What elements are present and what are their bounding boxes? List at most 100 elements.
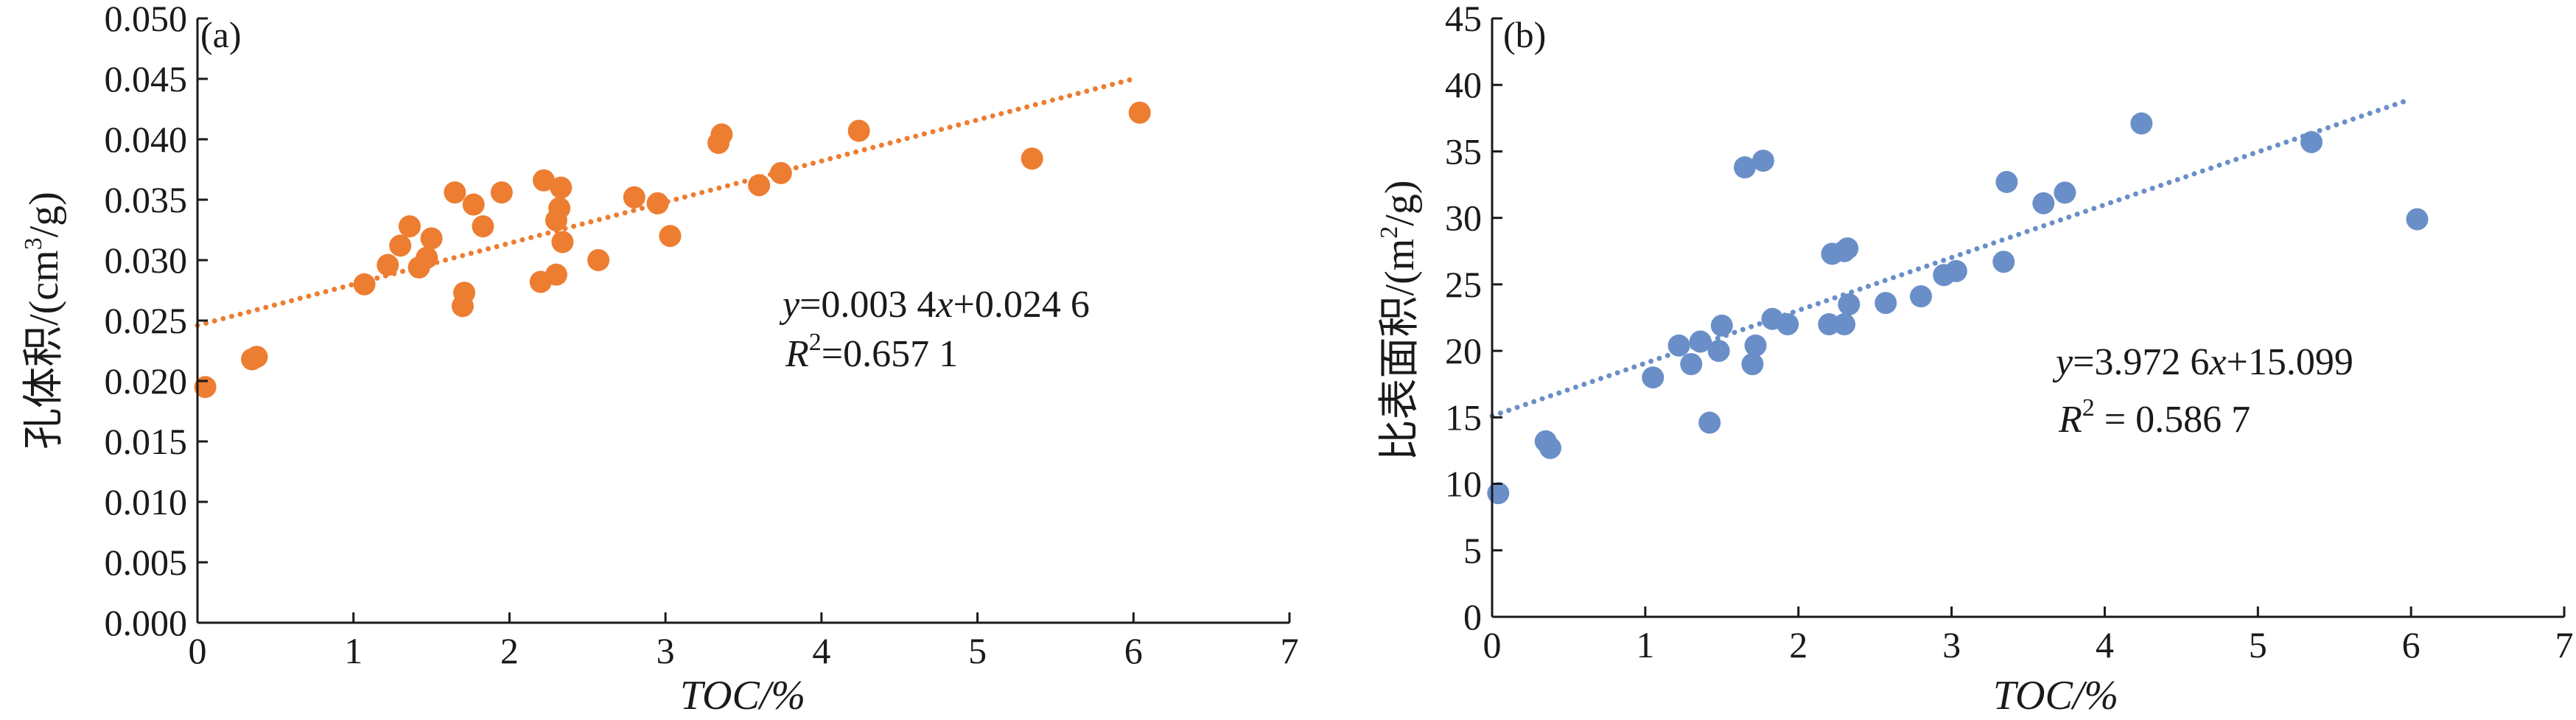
panel-b-r2-value: = 0.586 7 <box>2095 399 2250 441</box>
panel-b-y-tick-label: 25 <box>1445 264 1482 305</box>
panel-a-x-tick-label: 0 <box>189 630 207 671</box>
panel-a-ylabel-tail: /g) <box>21 192 67 237</box>
panel-a-data-point <box>550 176 573 199</box>
panel-b-data-point <box>1777 313 1799 336</box>
panel-b-data-point <box>1642 366 1665 389</box>
panel-a-data-point <box>444 181 466 204</box>
panel-a-data-point <box>587 249 610 271</box>
panel-b-data-point <box>1836 237 1859 260</box>
panel-a-data-point <box>490 181 513 204</box>
panel-a-r2-value: =0.657 1 <box>822 333 958 375</box>
panel-a-ylabel: 孔体积/(cm3/g) <box>20 192 67 450</box>
panel-a-y-tick-label: 0.000 <box>105 602 188 643</box>
panel-b-data-point <box>1744 334 1767 357</box>
panel-a-data-point <box>398 215 421 238</box>
panel-b-y-tick-label: 45 <box>1445 0 1482 39</box>
panel-b-y-tick-label: 10 <box>1445 464 1482 505</box>
panel-b-label: (b) <box>1503 14 1546 55</box>
panel-b-eq-xvar: x <box>2208 341 2226 383</box>
panel-b-y-tick-label: 15 <box>1445 396 1482 438</box>
panel-b-data-point <box>1733 156 1756 179</box>
panel-b-xlabel: TOC/% <box>1993 673 2118 719</box>
panel-b-y-tick-label: 40 <box>1445 64 1482 105</box>
panel-b-fit-equation: y=3.972 6x+15.099 <box>2052 341 2353 383</box>
panel-b-y-tick-label: 35 <box>1445 130 1482 172</box>
panel-a-trendline <box>195 76 1136 329</box>
panel-b-ylabel-sup: 2 <box>1376 226 1403 239</box>
panel-b-data-point <box>1707 340 1730 363</box>
panel-b-r2-var: R <box>2058 399 2082 441</box>
panel-a-points <box>194 101 1151 399</box>
panel-a-xlabel: TOC/% <box>680 673 805 719</box>
panel-a-x-tick-label: 5 <box>968 630 987 671</box>
panel-b-y-tick-label: 30 <box>1445 198 1482 239</box>
panel-a-x-tick-label: 4 <box>812 630 830 671</box>
panel-b-data-point <box>1680 353 1703 376</box>
panel-a-data-point <box>659 225 682 248</box>
panel-b-data-point <box>1875 292 1897 315</box>
panel-a-data-point <box>245 346 268 368</box>
panel-b-data-point <box>1945 259 1967 282</box>
panel-a-eq-coef: =0.003 4 <box>799 284 936 326</box>
panel-a-data-point <box>453 282 476 304</box>
panel-a-data-point <box>353 273 376 296</box>
panel-a-data-point <box>1021 147 1043 170</box>
panel-b-data-point <box>2130 112 2153 135</box>
panel-a-data-point <box>533 169 556 192</box>
panel-b-data-point <box>1833 313 1856 336</box>
panel-a-data-point <box>847 119 870 142</box>
panel-a-x-tick-label: 2 <box>500 630 519 671</box>
panel-a-data-point <box>548 197 571 220</box>
panel-a-fit-r2: R2=0.657 1 <box>785 329 958 375</box>
panel-a-data-point <box>1128 101 1151 124</box>
panel-a-y-tick-label: 0.045 <box>105 58 188 99</box>
panel-a-axes: 0 1 2 3 4 5 6 7 0.000 0.005 0.010 0.015 0.020 0.025 0.… <box>105 0 1299 671</box>
panel-b-data-point <box>1710 314 1733 337</box>
panel-a-y-tick-label: 0.050 <box>105 0 188 39</box>
panel-b-data-point <box>2406 208 2429 231</box>
panel-a-data-point <box>389 234 412 257</box>
panel-a-y-tick-label: 0.010 <box>105 481 188 522</box>
panel-a-eq-xvar: x <box>935 284 953 326</box>
panel-b-data-point <box>1992 251 2015 273</box>
panel-b-x-tick-label: 5 <box>2249 624 2267 665</box>
panel-b-data-point <box>1539 436 1561 459</box>
panel-b-data-point <box>1818 313 1841 336</box>
panel-b-data-point <box>1751 150 1774 172</box>
panel-a-ylabel-main: 孔体积/(cm <box>21 250 67 450</box>
panel-a-data-point <box>472 215 494 238</box>
panel-b-x-tick-label: 1 <box>1636 624 1654 665</box>
panel-b-points <box>1487 112 2429 505</box>
panel-b-r2-sup: 2 <box>2082 394 2095 422</box>
panel-b-x-tick-label: 3 <box>1942 624 1961 665</box>
panel-b-data-point <box>1698 411 1721 434</box>
panel-b-fit-r2: R2 = 0.586 7 <box>2058 394 2250 441</box>
panel-a-chart: 0 1 2 3 4 5 6 7 0.000 0.005 0.010 0.015 0.020 0.025 0.… <box>20 0 1299 719</box>
panel-b-x-tick-label: 2 <box>1789 624 1807 665</box>
panel-b-data-point <box>2300 130 2323 153</box>
panel-a-label: (a) <box>200 14 242 55</box>
panel-a-x-tick-label: 3 <box>657 630 675 671</box>
panel-b-fit-line <box>1489 96 2414 419</box>
panel-a-data-point <box>416 246 438 269</box>
panel-b-trendline <box>1489 96 2414 419</box>
panel-a-y-tick-label: 0.035 <box>105 179 188 220</box>
panel-b-x-tick-label: 6 <box>2402 624 2421 665</box>
panel-b-data-point <box>1487 482 1510 505</box>
panel-a-y-tick-label: 0.015 <box>105 421 188 462</box>
panel-a-fit-line <box>195 76 1136 329</box>
panel-a-x-tick-label: 7 <box>1281 630 1299 671</box>
panel-b-data-point <box>2032 192 2055 214</box>
panel-b-data-point <box>2054 181 2076 204</box>
panel-a-r2-sup: 2 <box>809 329 822 356</box>
panel-b-data-point <box>1667 334 1690 357</box>
panel-a-y-tick-label: 0.025 <box>105 300 188 341</box>
panel-b-y-tick-label: 0 <box>1463 596 1482 637</box>
panel-a-x-tick-label: 6 <box>1124 630 1143 671</box>
panel-b-eq-yvar: y <box>2052 341 2073 383</box>
panel-a-data-point <box>545 263 567 286</box>
panel-a-x-tick-label: 1 <box>344 630 363 671</box>
